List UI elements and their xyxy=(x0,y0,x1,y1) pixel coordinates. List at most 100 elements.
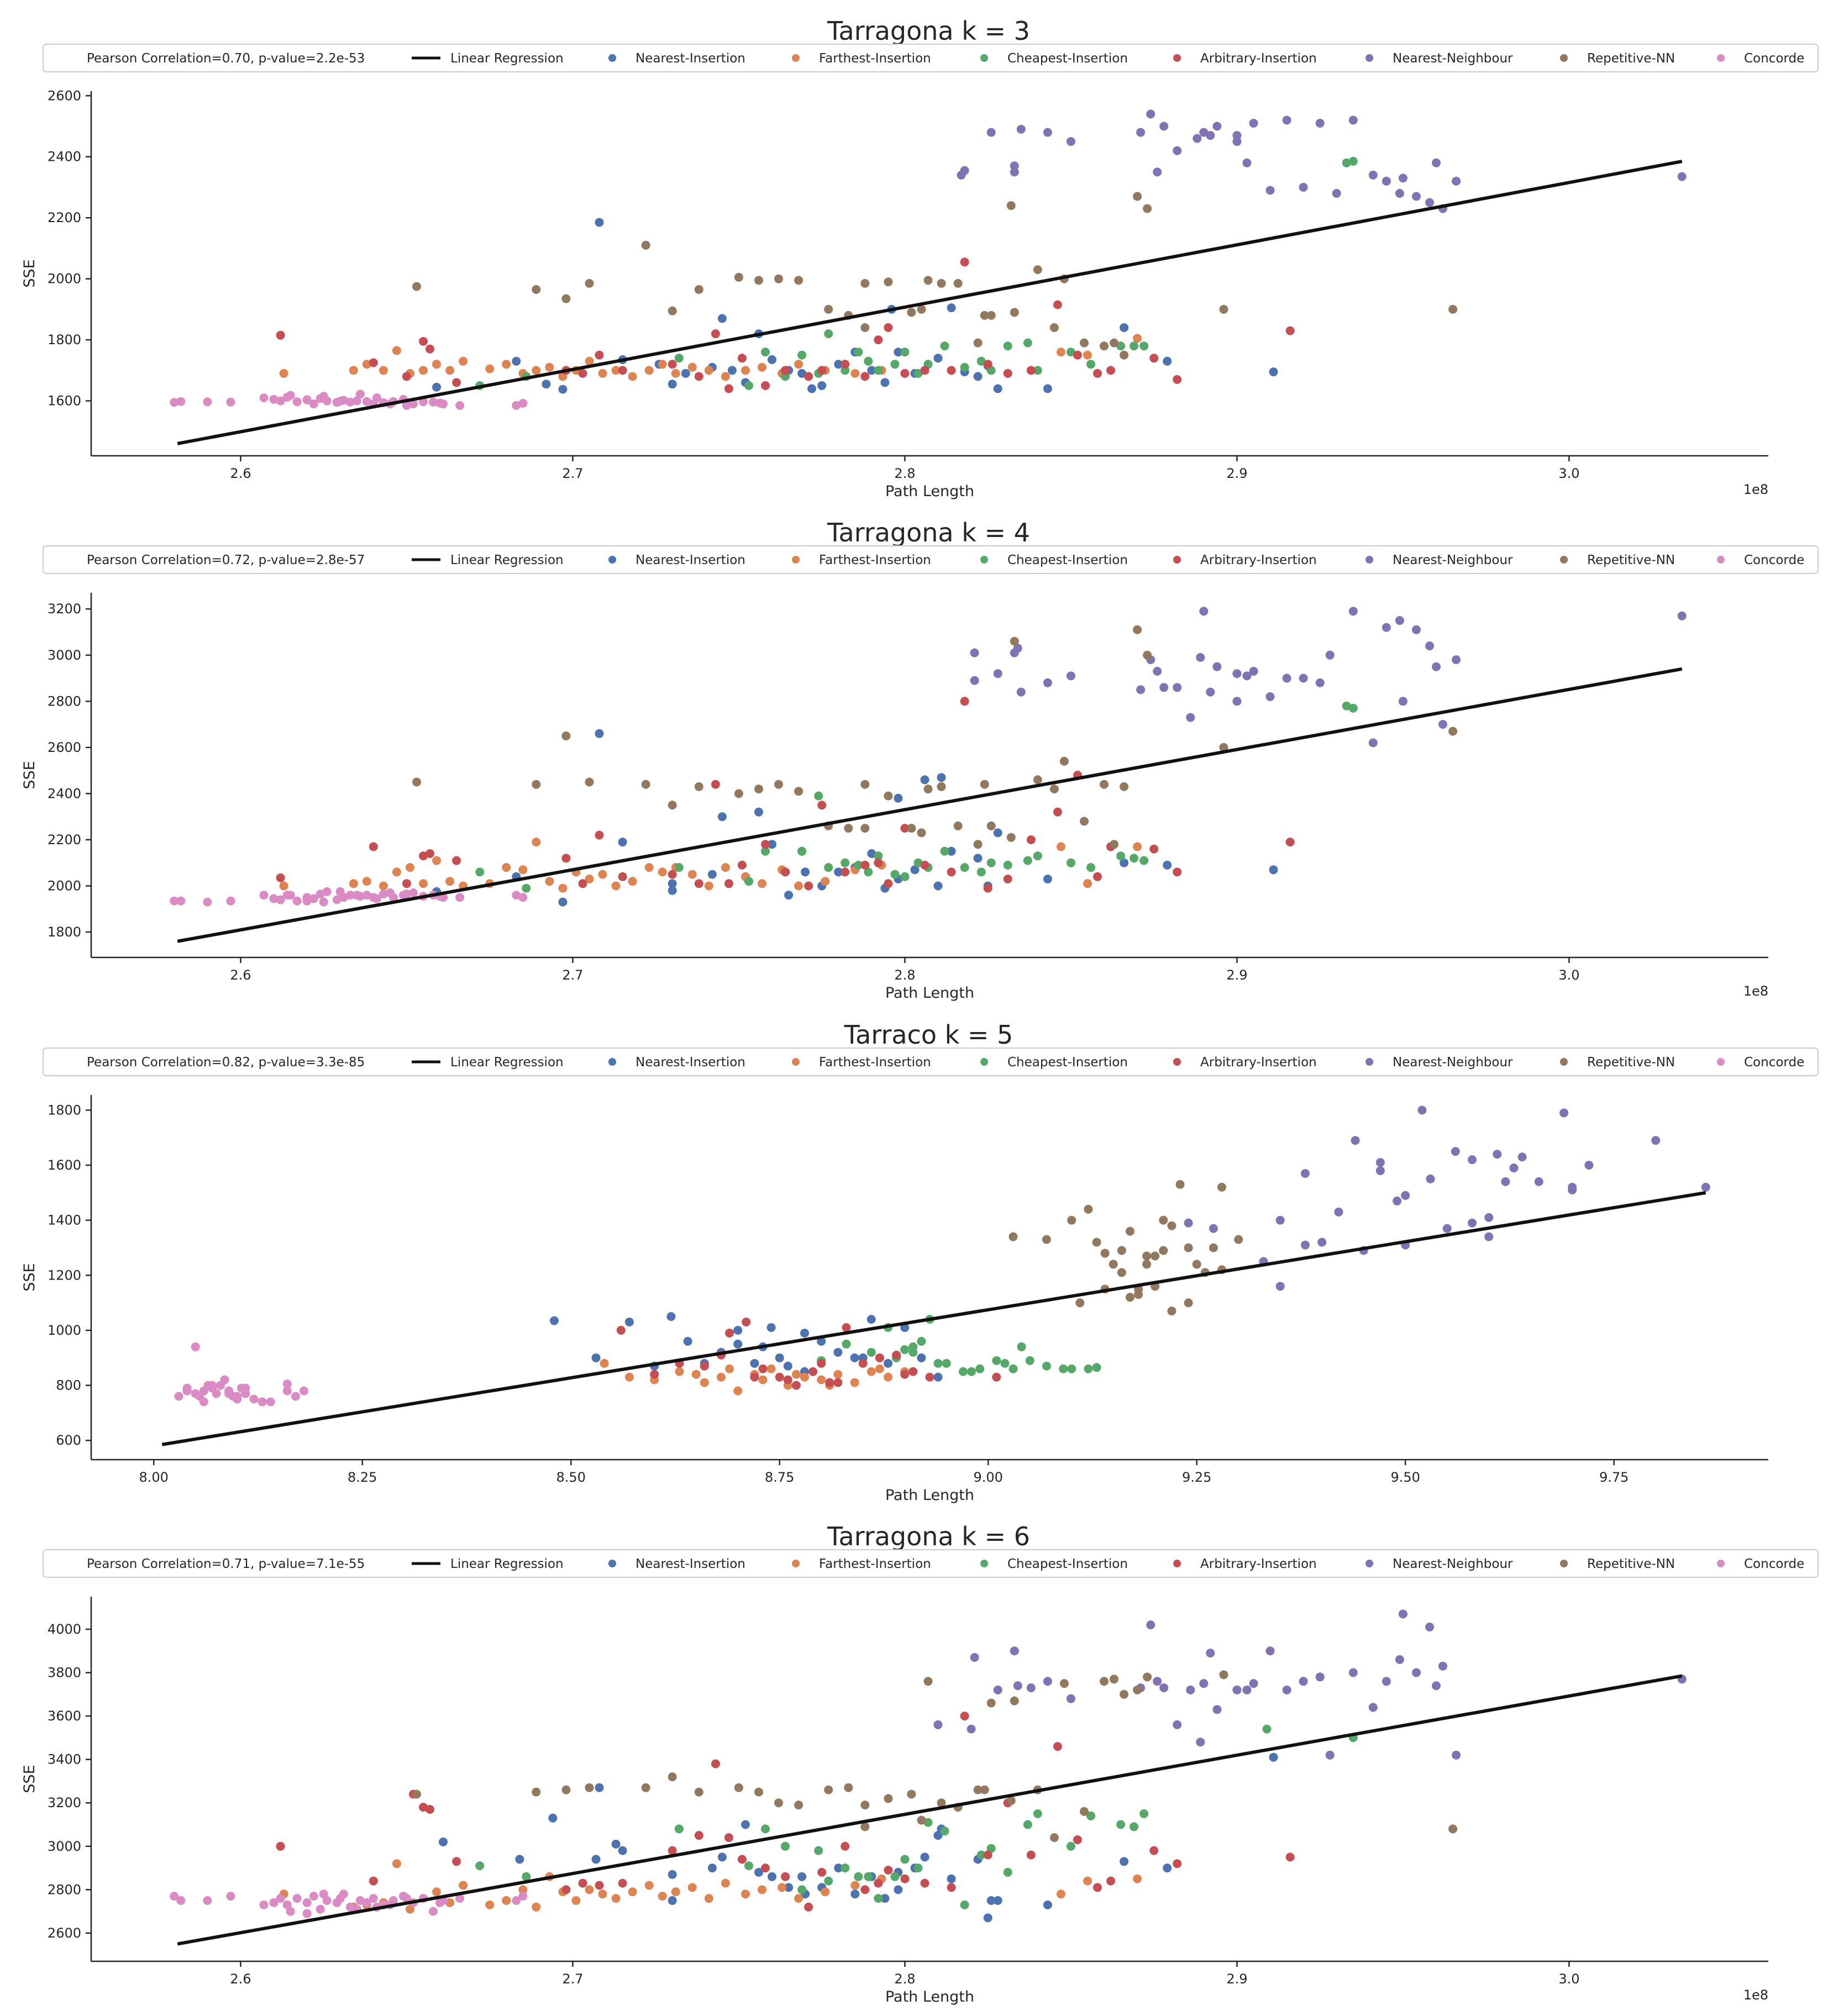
data-point xyxy=(561,854,571,863)
data-point xyxy=(335,1894,345,1903)
data-point xyxy=(1438,1661,1447,1671)
data-point xyxy=(711,329,720,339)
regression-line xyxy=(177,160,1683,445)
legend-label-arbitrary-insertion: Arbitrary-Insertion xyxy=(1200,553,1317,567)
legend-label-farthest-insertion: Farthest-Insertion xyxy=(819,553,931,567)
data-point xyxy=(1432,662,1441,671)
legend-label-repetitive-nn: Repetitive-NN xyxy=(1587,553,1675,567)
data-point xyxy=(532,780,541,789)
data-point xyxy=(429,397,438,407)
data-point xyxy=(379,889,388,899)
data-point xyxy=(834,360,843,369)
data-point xyxy=(1053,1742,1062,1751)
data-point xyxy=(300,1386,308,1396)
series-nearest-neighbour xyxy=(957,109,1687,213)
data-point xyxy=(1249,119,1258,128)
data-point xyxy=(322,1896,332,1905)
data-point xyxy=(967,1367,976,1376)
legend-marker-nearest-insertion xyxy=(608,556,616,564)
data-point xyxy=(1395,616,1404,625)
data-point xyxy=(561,294,571,303)
data-point xyxy=(1142,1251,1152,1261)
data-point xyxy=(1301,1240,1310,1250)
data-point xyxy=(1010,1646,1019,1656)
data-point xyxy=(455,893,465,902)
data-point xyxy=(1412,1668,1421,1677)
data-point xyxy=(1348,607,1358,616)
data-point xyxy=(1196,1738,1205,1747)
data-point xyxy=(900,1874,910,1883)
data-point xyxy=(874,851,883,861)
data-point xyxy=(976,1850,986,1860)
x-tick-label: 2.8 xyxy=(894,967,915,983)
data-point xyxy=(1043,875,1052,883)
data-point xyxy=(545,877,554,886)
data-point xyxy=(512,401,521,410)
data-point xyxy=(734,1783,743,1792)
data-point xyxy=(1003,341,1012,351)
data-point xyxy=(372,393,381,403)
data-point xyxy=(1167,1307,1177,1315)
data-point xyxy=(814,791,823,801)
data-point xyxy=(571,1896,581,1905)
data-point xyxy=(600,1359,609,1368)
data-point xyxy=(191,1342,200,1351)
data-point xyxy=(884,791,893,801)
legend-marker-cheapest-insertion xyxy=(980,1058,988,1066)
data-point xyxy=(940,846,949,856)
legend-marker-arbitrary-insertion xyxy=(1173,556,1181,564)
data-point xyxy=(1003,860,1012,870)
data-point xyxy=(986,310,996,320)
data-point xyxy=(900,348,910,357)
data-point xyxy=(1059,756,1069,766)
data-point xyxy=(512,356,521,366)
data-point xyxy=(369,1894,378,1903)
data-point xyxy=(850,1353,859,1362)
data-point xyxy=(1219,743,1228,752)
legend-frame xyxy=(43,1048,1819,1076)
data-point xyxy=(1212,1705,1222,1714)
data-point xyxy=(1368,738,1378,748)
data-point xyxy=(1275,1282,1285,1291)
data-point xyxy=(611,366,621,375)
data-point xyxy=(319,1889,328,1899)
data-point xyxy=(687,870,697,879)
legend-label-concorde: Concorde xyxy=(1744,51,1804,66)
data-point xyxy=(1000,1359,1010,1368)
data-point xyxy=(1517,1152,1527,1162)
data-point xyxy=(668,1896,677,1905)
x-tick-label: 2.6 xyxy=(230,967,251,983)
data-point xyxy=(1133,625,1142,634)
data-point xyxy=(282,1380,292,1388)
data-point xyxy=(611,881,621,891)
data-point xyxy=(711,1759,720,1768)
data-point xyxy=(993,1896,1002,1905)
data-point xyxy=(1149,844,1159,854)
data-point xyxy=(821,877,830,886)
y-tick-label: 3000 xyxy=(48,648,81,663)
data-point xyxy=(1134,1290,1143,1299)
data-point xyxy=(864,356,873,366)
data-point xyxy=(761,381,770,390)
legend-label-cheapest-insertion: Cheapest-Insertion xyxy=(1007,1557,1128,1571)
data-point xyxy=(532,1902,541,1912)
data-point xyxy=(784,1883,794,1892)
data-point xyxy=(761,1864,770,1873)
data-point xyxy=(1348,115,1358,125)
data-point xyxy=(758,1375,768,1385)
legend-label-cheapest-insertion: Cheapest-Insertion xyxy=(1007,553,1128,567)
data-point xyxy=(774,780,783,789)
legend-marker-concorde xyxy=(1717,556,1725,564)
data-point xyxy=(993,669,1002,678)
data-point xyxy=(1053,807,1062,817)
data-point xyxy=(426,344,434,354)
legend-label-farthest-insertion: Farthest-Insertion xyxy=(819,1055,931,1070)
data-point xyxy=(1066,1841,1075,1851)
data-point xyxy=(880,378,890,387)
data-point xyxy=(733,1325,743,1335)
data-point xyxy=(942,1359,951,1368)
data-point xyxy=(923,276,933,285)
data-point xyxy=(1084,1204,1093,1214)
legend-regression-label: Linear Regression xyxy=(450,1557,564,1571)
data-point xyxy=(1401,1191,1410,1200)
